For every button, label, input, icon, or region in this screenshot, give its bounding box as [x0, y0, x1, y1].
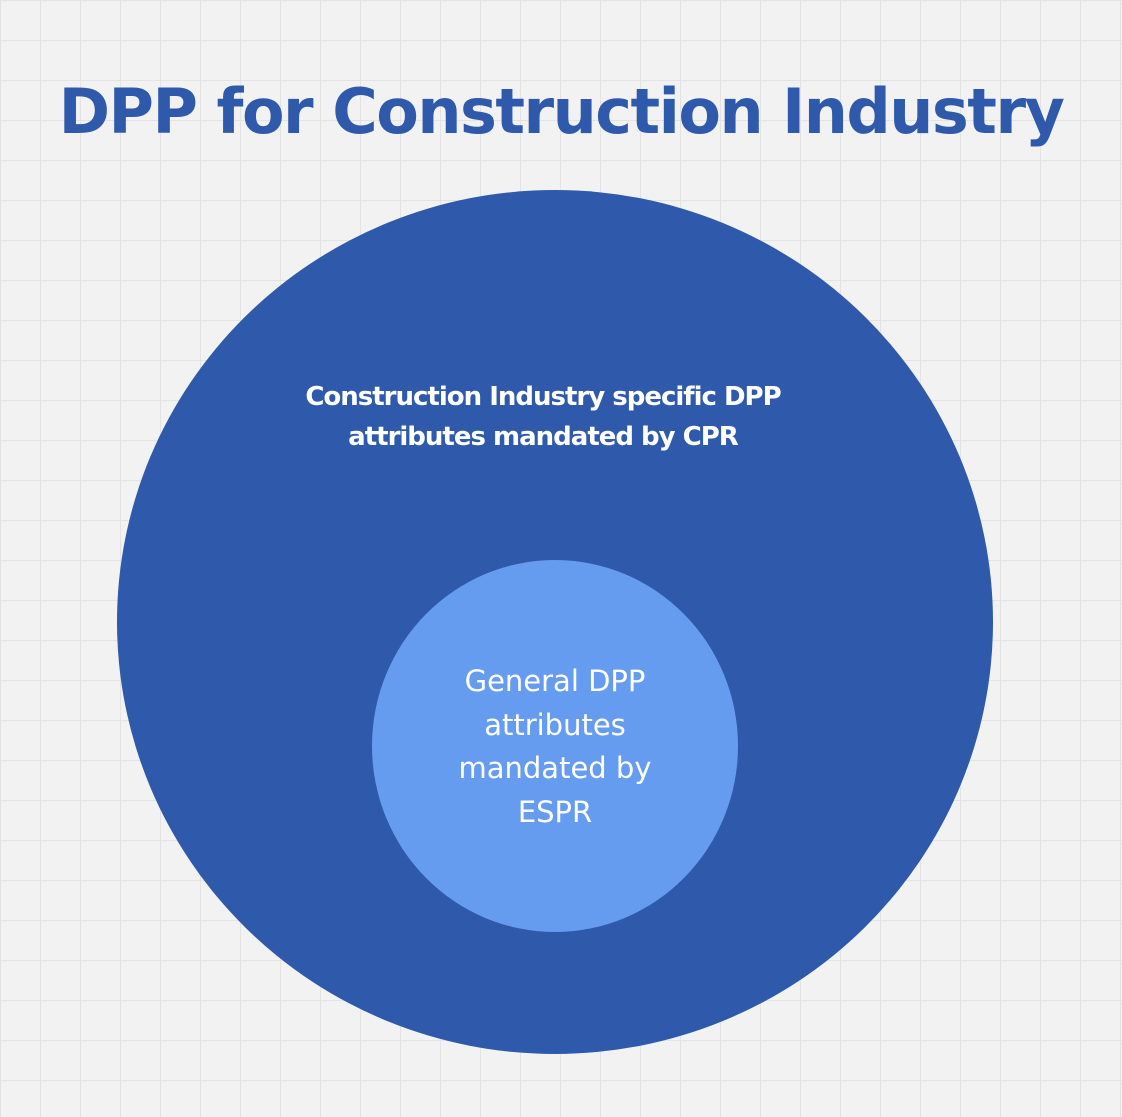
- outer-circle-label: Construction Industry specific DPP attri…: [305, 382, 781, 452]
- inner-circle-label: General DPP attributes mandated by ESPR: [458, 664, 652, 829]
- diagram-title: DPP for Construction Industry: [58, 75, 1065, 148]
- inner-circle-espr: [372, 560, 738, 932]
